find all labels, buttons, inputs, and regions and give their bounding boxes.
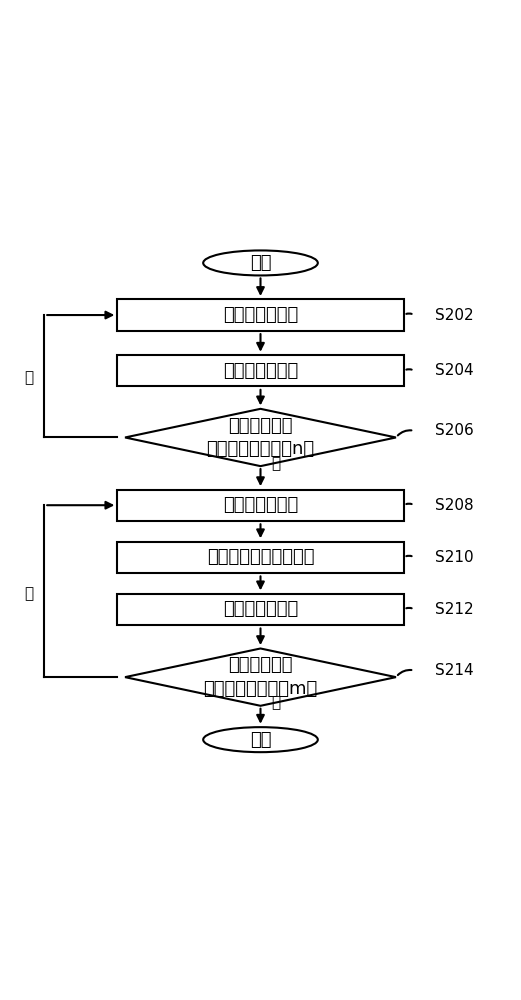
Text: 是: 是	[271, 695, 281, 710]
Text: 生长第一势垒层: 生长第一势垒层	[223, 306, 298, 324]
Text: S208: S208	[435, 498, 474, 513]
Text: 生长第一势阱层: 生长第一势阱层	[223, 362, 298, 380]
Text: 判断是否循环
交替次数是否已达n次: 判断是否循环 交替次数是否已达n次	[206, 417, 315, 458]
Text: 生长压应力缓解中间层: 生长压应力缓解中间层	[207, 548, 314, 566]
Text: 结束: 结束	[250, 731, 271, 749]
Text: 生长第二势垒层: 生长第二势垒层	[223, 496, 298, 514]
Text: 生长第二势阱层: 生长第二势阱层	[223, 600, 298, 618]
Text: 开始: 开始	[250, 254, 271, 272]
Text: S204: S204	[435, 363, 474, 378]
Text: 判断是否循环
交替次数是否已达m次: 判断是否循环 交替次数是否已达m次	[203, 656, 318, 698]
Text: S212: S212	[435, 602, 474, 617]
Text: 否: 否	[24, 370, 33, 385]
Text: S206: S206	[435, 423, 474, 438]
Text: S210: S210	[435, 550, 474, 565]
Text: 是: 是	[271, 456, 281, 471]
Text: S214: S214	[435, 663, 474, 678]
Text: 否: 否	[24, 586, 33, 601]
Text: S202: S202	[435, 308, 474, 323]
